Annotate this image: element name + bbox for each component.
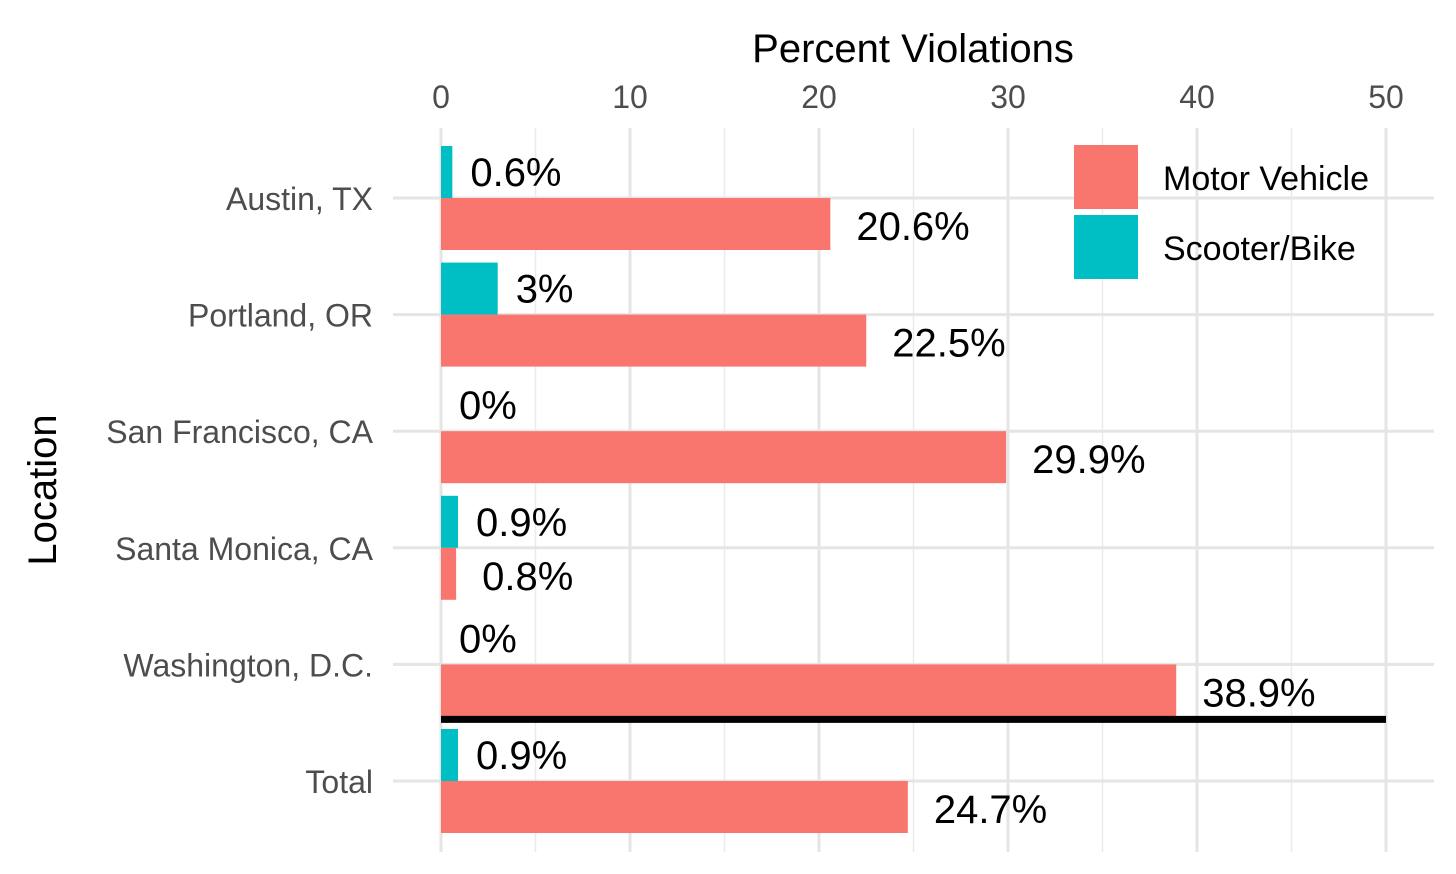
data-label-scooter-bike: 0% bbox=[459, 617, 517, 661]
legend: Motor Vehicle Scooter/Bike bbox=[1074, 145, 1369, 279]
x-tick-label: 10 bbox=[612, 79, 648, 115]
bar-motor-vehicle bbox=[441, 314, 867, 367]
y-axis-title: Location bbox=[21, 414, 65, 565]
data-label-motor-vehicle: 22.5% bbox=[892, 322, 1005, 366]
y-tick-label: San Francisco, CA bbox=[106, 414, 373, 450]
bar-scooter-bike bbox=[441, 262, 498, 315]
data-label-motor-vehicle: 38.9% bbox=[1202, 671, 1315, 715]
bar-motor-vehicle bbox=[441, 781, 908, 833]
bar-scooter-bike bbox=[441, 729, 459, 781]
data-label-scooter-bike: 0.9% bbox=[476, 734, 567, 778]
x-tick-label: 30 bbox=[990, 79, 1026, 115]
legend-label: Scooter/Bike bbox=[1163, 230, 1356, 268]
axes: 0 10 20 30 40 50 Austin, TX Portland, OR San Fra… bbox=[106, 79, 1404, 800]
data-label-motor-vehicle: 24.7% bbox=[934, 788, 1047, 832]
x-tick-label: 0 bbox=[432, 79, 450, 115]
data-label-motor-vehicle: 29.9% bbox=[1032, 438, 1145, 482]
x-tick-label: 20 bbox=[801, 79, 837, 115]
bar-motor-vehicle bbox=[441, 547, 457, 600]
bar-scooter-bike bbox=[441, 146, 453, 198]
bars bbox=[441, 146, 1386, 833]
data-label-scooter-bike: 0.9% bbox=[476, 501, 567, 545]
x-axis-title: Percent Violations bbox=[752, 27, 1074, 71]
data-label-motor-vehicle: 20.6% bbox=[856, 205, 969, 249]
y-tick-label: Santa Monica, CA bbox=[115, 531, 374, 567]
bar-motor-vehicle bbox=[441, 198, 831, 250]
data-label-scooter-bike: 0% bbox=[459, 384, 517, 428]
data-labels: 0.6% 20.6% 3% 22.5% 0% 29.9% 0.9% 0.8% 0% 38.9% 0.… bbox=[459, 151, 1316, 832]
data-label-motor-vehicle: 0.8% bbox=[482, 555, 573, 599]
legend-swatch bbox=[1074, 145, 1138, 209]
x-tick-label: 50 bbox=[1368, 79, 1404, 115]
bar-motor-vehicle bbox=[441, 431, 1007, 484]
bar-motor-vehicle bbox=[441, 664, 1177, 717]
x-tick-label: 40 bbox=[1179, 79, 1215, 115]
y-tick-label: Portland, OR bbox=[188, 298, 373, 334]
legend-swatch bbox=[1074, 215, 1138, 279]
data-label-scooter-bike: 3% bbox=[516, 268, 574, 312]
y-tick-label: Washington, D.C. bbox=[123, 647, 373, 683]
legend-label: Motor Vehicle bbox=[1163, 160, 1369, 198]
y-tick-label: Austin, TX bbox=[226, 181, 373, 217]
data-label-scooter-bike: 0.6% bbox=[470, 151, 561, 195]
y-tick-label: Total bbox=[305, 764, 373, 800]
bar-scooter-bike bbox=[441, 495, 459, 548]
